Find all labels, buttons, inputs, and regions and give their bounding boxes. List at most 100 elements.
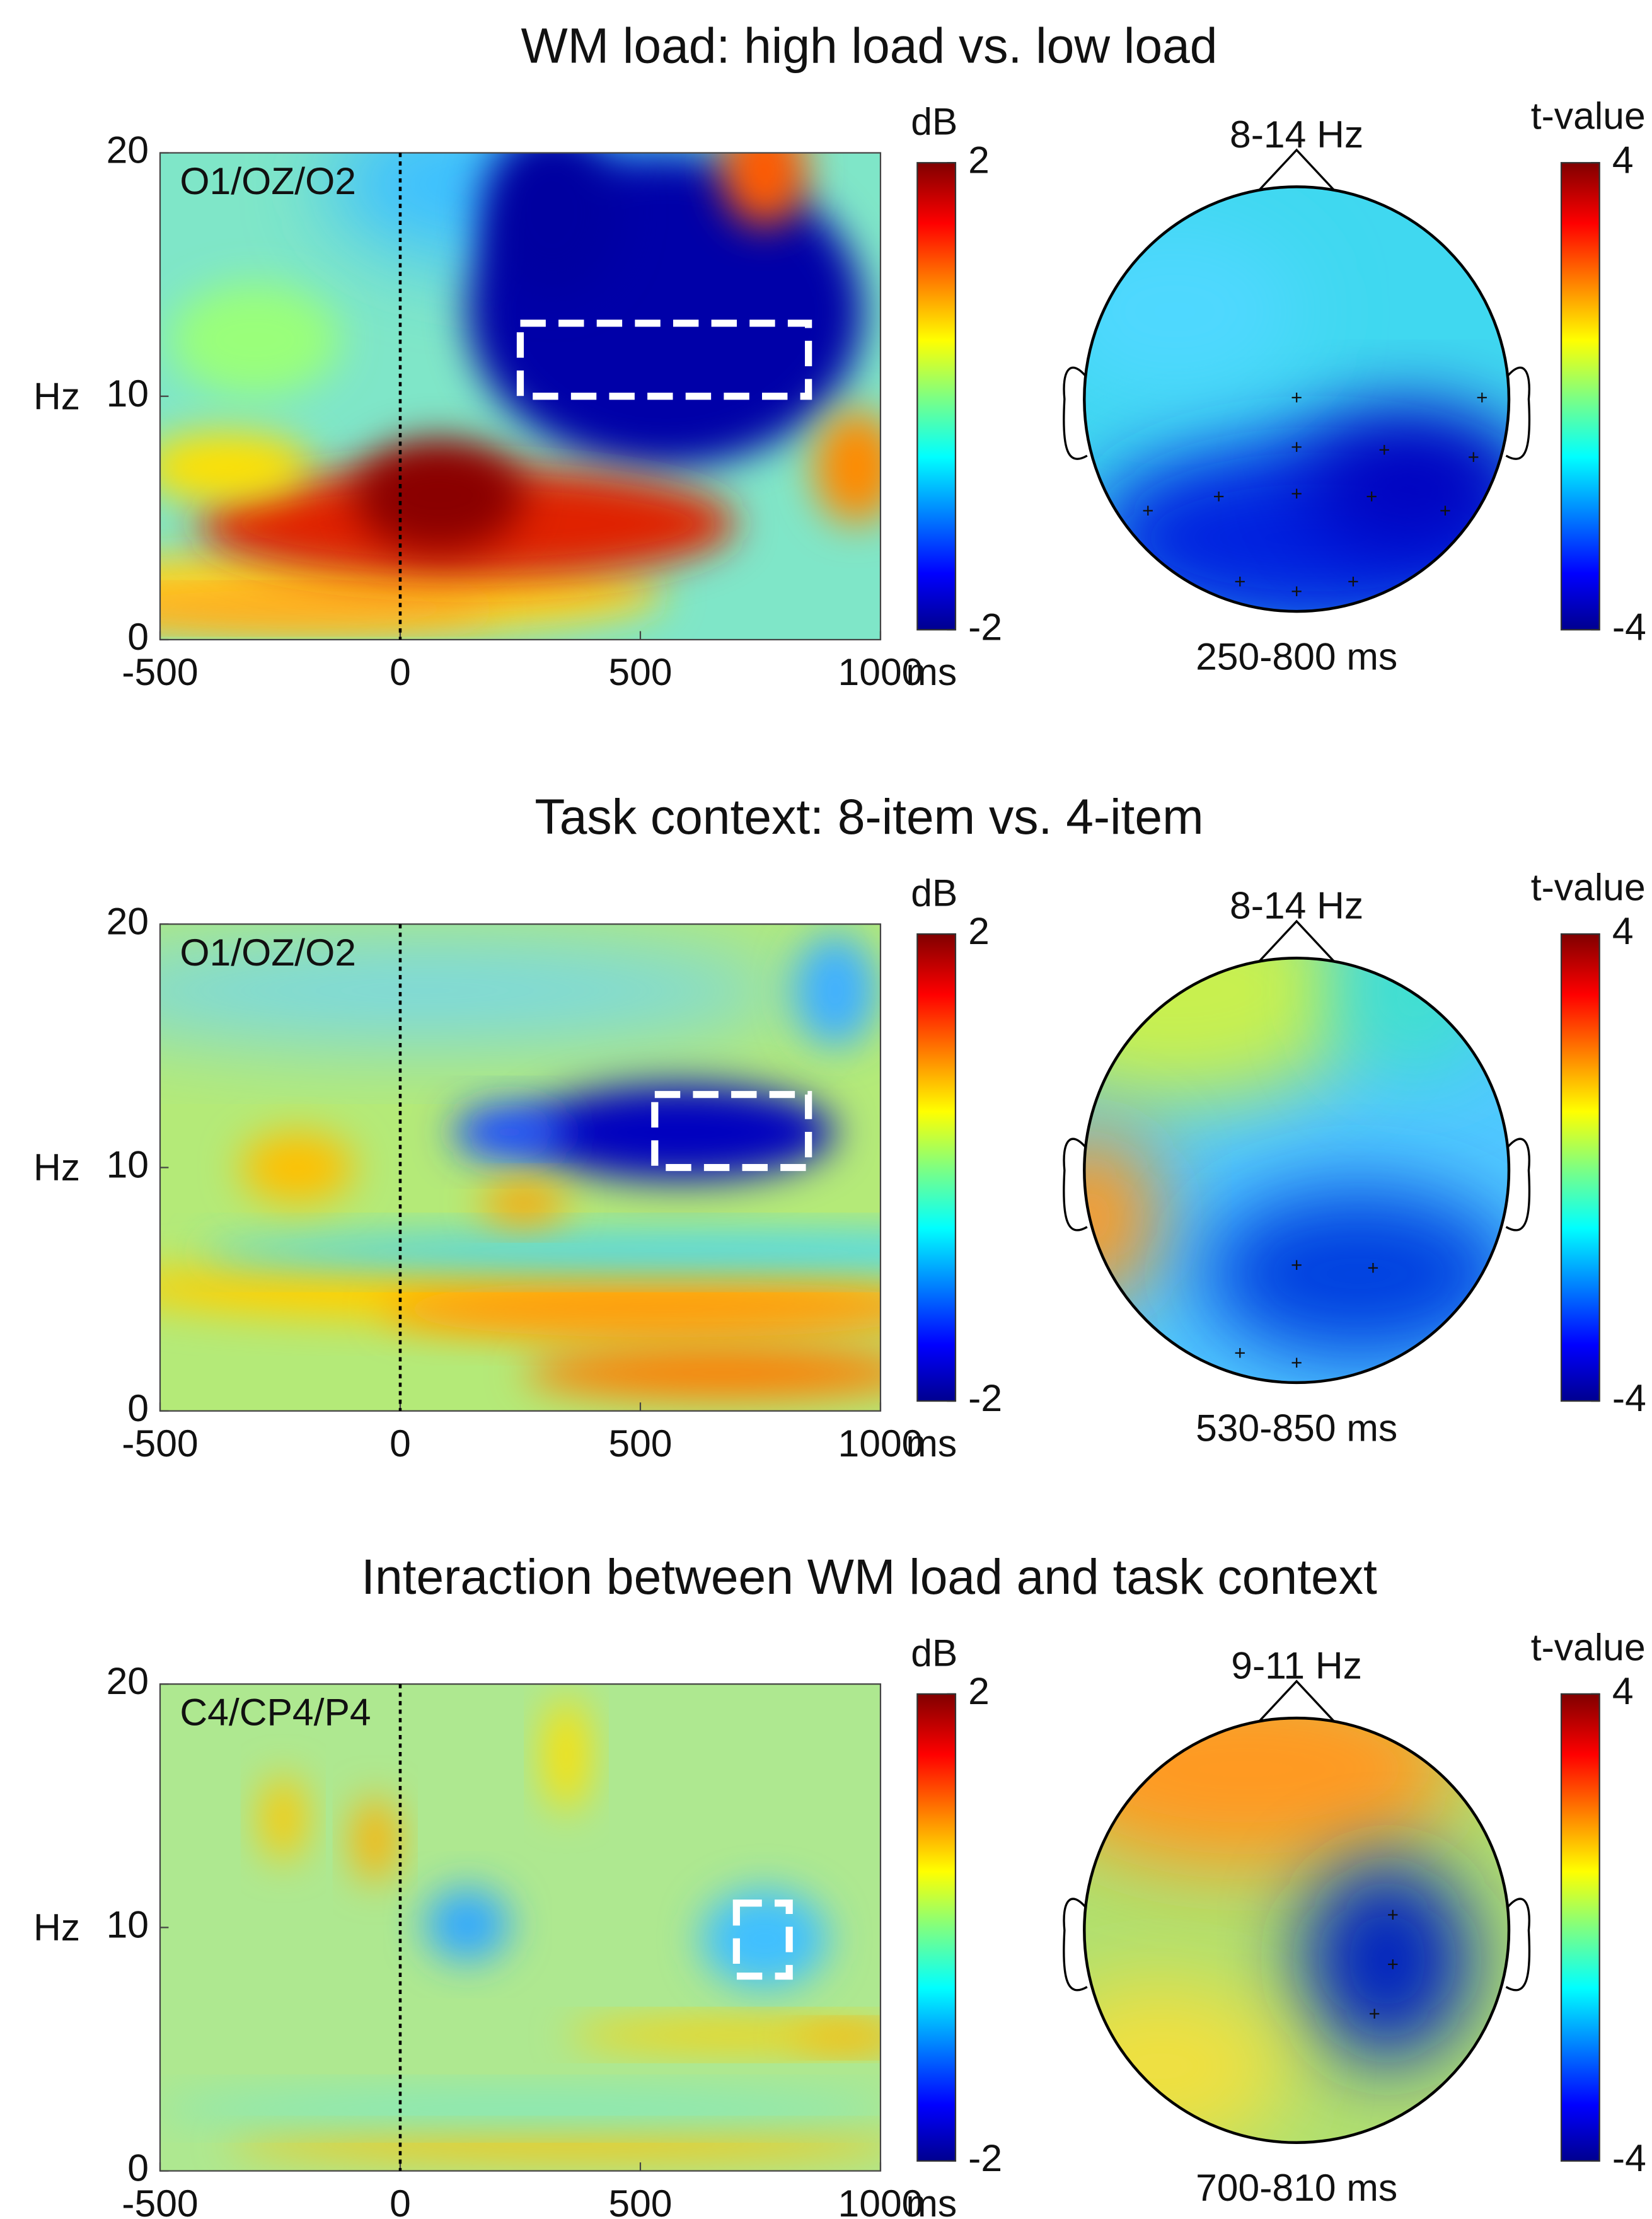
head-outline: [1083, 185, 1511, 613]
roi-box: [516, 320, 812, 400]
topomap: [1084, 187, 1509, 612]
y-tick-label: 0: [127, 2147, 149, 2189]
y-tick-label: 20: [107, 129, 149, 171]
electrode: +: [1291, 580, 1302, 602]
topo-window: 700-810 ms: [1196, 2166, 1397, 2209]
y-tick-label: 20: [107, 899, 149, 942]
colorbar: [1560, 933, 1600, 1402]
y-axis-label: Hz: [33, 374, 80, 417]
colorbar-label: t-value: [1531, 95, 1646, 137]
panel-title: Task context: 8-item vs. 4-item: [534, 789, 1203, 844]
y-tick-label: 20: [107, 1659, 149, 1702]
x-tick-label: 1000: [838, 650, 923, 693]
heatmap-blob: [524, 1084, 836, 1180]
y-tick-label: 10: [107, 1143, 149, 1186]
electrode: +: [1234, 570, 1245, 592]
electrode: +: [1213, 486, 1224, 508]
heatmap: [159, 1684, 881, 2171]
topo-band: 8-14 Hz: [1230, 113, 1363, 156]
electrode: +: [1367, 1257, 1378, 1279]
heatmap-blob: [159, 2091, 881, 2126]
y-tick-label: 10: [107, 1903, 149, 1945]
colorbar-tick-label: -4: [1612, 605, 1646, 648]
y-axis-label: Hz: [33, 1146, 80, 1189]
electrode: +: [1468, 446, 1479, 468]
topo-blob: [1302, 1860, 1472, 2060]
heatmap-blob: [792, 934, 878, 1047]
colorbar: [1560, 1693, 1600, 2162]
colorbar-tick-label: 2: [968, 138, 990, 181]
heatmap: [159, 924, 881, 1411]
heatmap-blob: [159, 934, 793, 1047]
electrode: +: [1476, 387, 1487, 409]
head-outline: [1083, 1716, 1511, 2144]
electrode: +: [1368, 2003, 1380, 2025]
heatmap-blob: [354, 1797, 396, 1882]
topo-blob: [1331, 958, 1501, 1076]
colorbar-label: dB: [911, 1631, 957, 1674]
heatmap-blob: [545, 1698, 588, 1812]
topo-blob: [1302, 410, 1509, 552]
electrode: +: [1142, 500, 1153, 522]
head-ear: [1505, 366, 1531, 460]
head-outline: [1083, 956, 1511, 1385]
head-nose: [1256, 148, 1337, 193]
heatmap-blob: [481, 1183, 567, 1223]
topo-blob: [1203, 1189, 1509, 1359]
heatmap-blob: [382, 1281, 881, 1338]
colorbar-tick-label: -4: [1612, 2136, 1646, 2179]
colorbar: [916, 162, 957, 631]
heatmap: [159, 153, 881, 640]
electrode: +: [1366, 486, 1377, 508]
x-axis-label: ms: [906, 2182, 957, 2219]
y-axis-label: Hz: [33, 1906, 80, 1949]
head-nose: [1256, 919, 1337, 965]
electrode: +: [1291, 1352, 1302, 1374]
x-axis-label: ms: [906, 650, 957, 693]
colorbar-label: t-value: [1531, 1625, 1646, 1668]
topo-blob: [1084, 1981, 1288, 2143]
colorbar-tick-label: -4: [1612, 1376, 1646, 1419]
topo-window: 530-850 ms: [1196, 1406, 1397, 1449]
head-ear: [1063, 366, 1089, 460]
heatmap-blob: [700, 1889, 828, 1988]
electrode: +: [1291, 387, 1302, 409]
x-tick-label: 0: [390, 1422, 411, 1465]
x-axis-label: ms: [906, 1422, 957, 1465]
head-ear: [1505, 1138, 1531, 1231]
y-tick-label: 0: [127, 1386, 149, 1429]
colorbar-tick-label: -2: [968, 1376, 1002, 1419]
colorbar-tick-label: -2: [968, 605, 1002, 648]
colorbar: [916, 1693, 957, 2162]
head-ear: [1063, 1898, 1089, 1991]
heatmap-blob: [170, 283, 340, 396]
x-tick-label: 500: [608, 1422, 672, 1465]
colorbar: [916, 933, 957, 1402]
heatmap-blob: [226, 2130, 881, 2158]
panel-title: Interaction between WM load and task con…: [361, 1549, 1377, 1605]
x-tick-label: 0: [390, 2182, 411, 2219]
x-tick-label: 500: [608, 2182, 672, 2219]
heatmap-blob: [524, 1347, 881, 1398]
x-tick-label: -500: [122, 2182, 198, 2219]
channel-label: C4/CP4/P4: [180, 1691, 371, 1734]
colorbar-label: dB: [911, 871, 957, 914]
topomap: [1084, 1718, 1509, 2143]
panel-title: WM load: high load vs. low load: [521, 18, 1217, 73]
heatmap-blob: [792, 2026, 881, 2049]
colorbar-tick-label: 4: [1612, 1669, 1634, 1712]
x-tick-label: -500: [122, 650, 198, 693]
electrode: +: [1234, 1342, 1245, 1364]
roi-box: [651, 1091, 812, 1172]
heatmap-blob: [722, 153, 807, 227]
topo-blob: [1084, 1718, 1458, 1869]
y-tick-label: 10: [107, 372, 149, 415]
heatmap-blob: [159, 594, 496, 623]
electrode: +: [1291, 436, 1302, 458]
x-tick-label: 1000: [838, 2182, 923, 2219]
electrode: +: [1291, 483, 1302, 505]
x-tick-label: 0: [390, 650, 411, 693]
electrode: +: [1387, 1904, 1399, 1926]
heatmap-blob: [453, 1104, 567, 1161]
